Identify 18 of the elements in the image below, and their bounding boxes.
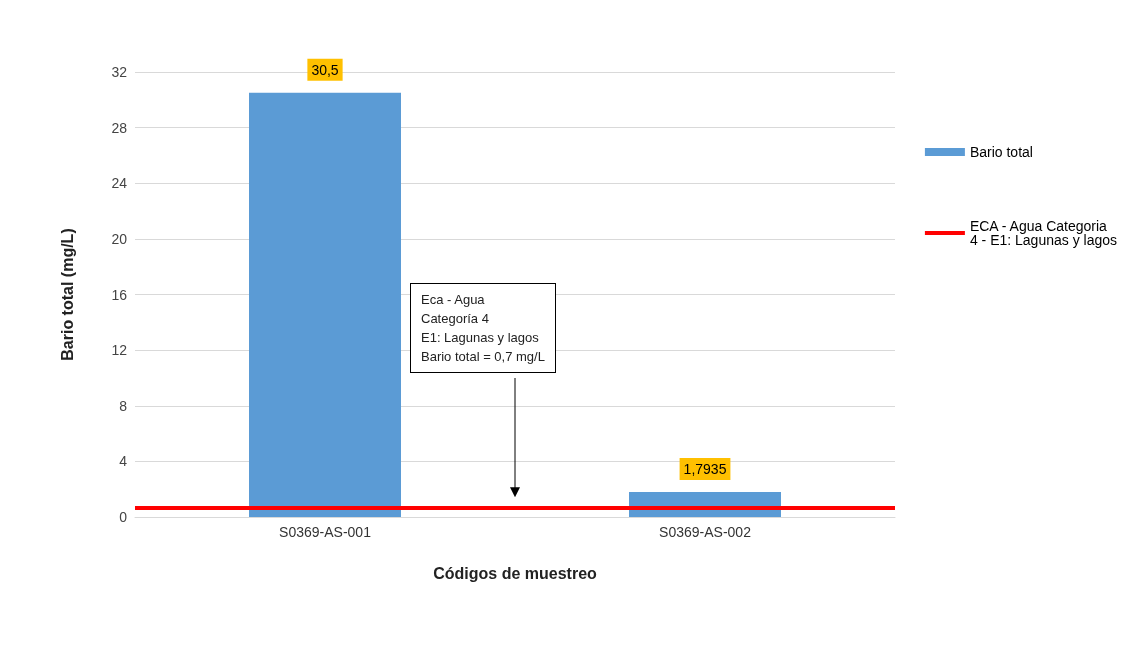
y-tick-label: 32: [111, 64, 128, 80]
y-tick-label: 12: [111, 342, 128, 359]
x-tick-label: S0369-AS-002: [659, 524, 752, 540]
y-tick-label: 20: [111, 230, 128, 247]
annotation: Eca - Agua Categoría 4 E1: Lagunas y lagos Bario total = 0,7 mg/L: [410, 283, 556, 373]
y-tick-label: 24: [111, 175, 128, 192]
x-tick-label: S0369-AS-001: [279, 524, 372, 540]
y-tick-label: 16: [111, 286, 128, 303]
y-tick-label: 28: [111, 119, 128, 136]
y-tick-label: 0: [119, 509, 128, 525]
data-label: 30,5: [311, 61, 339, 78]
legend-label: Bario total: [969, 144, 1033, 160]
y-tick-label: 8: [119, 397, 128, 414]
y-tick-label: 4: [119, 453, 128, 470]
x-axis-title: Códigos de muestreo: [433, 564, 598, 582]
data-label: 1,7935: [683, 461, 727, 478]
legend-label: ECA - Agua Categoria 4 - E1: Lagunas y lagos: [969, 218, 1118, 248]
y-axis-title: Bario total (mg/L): [58, 228, 76, 361]
